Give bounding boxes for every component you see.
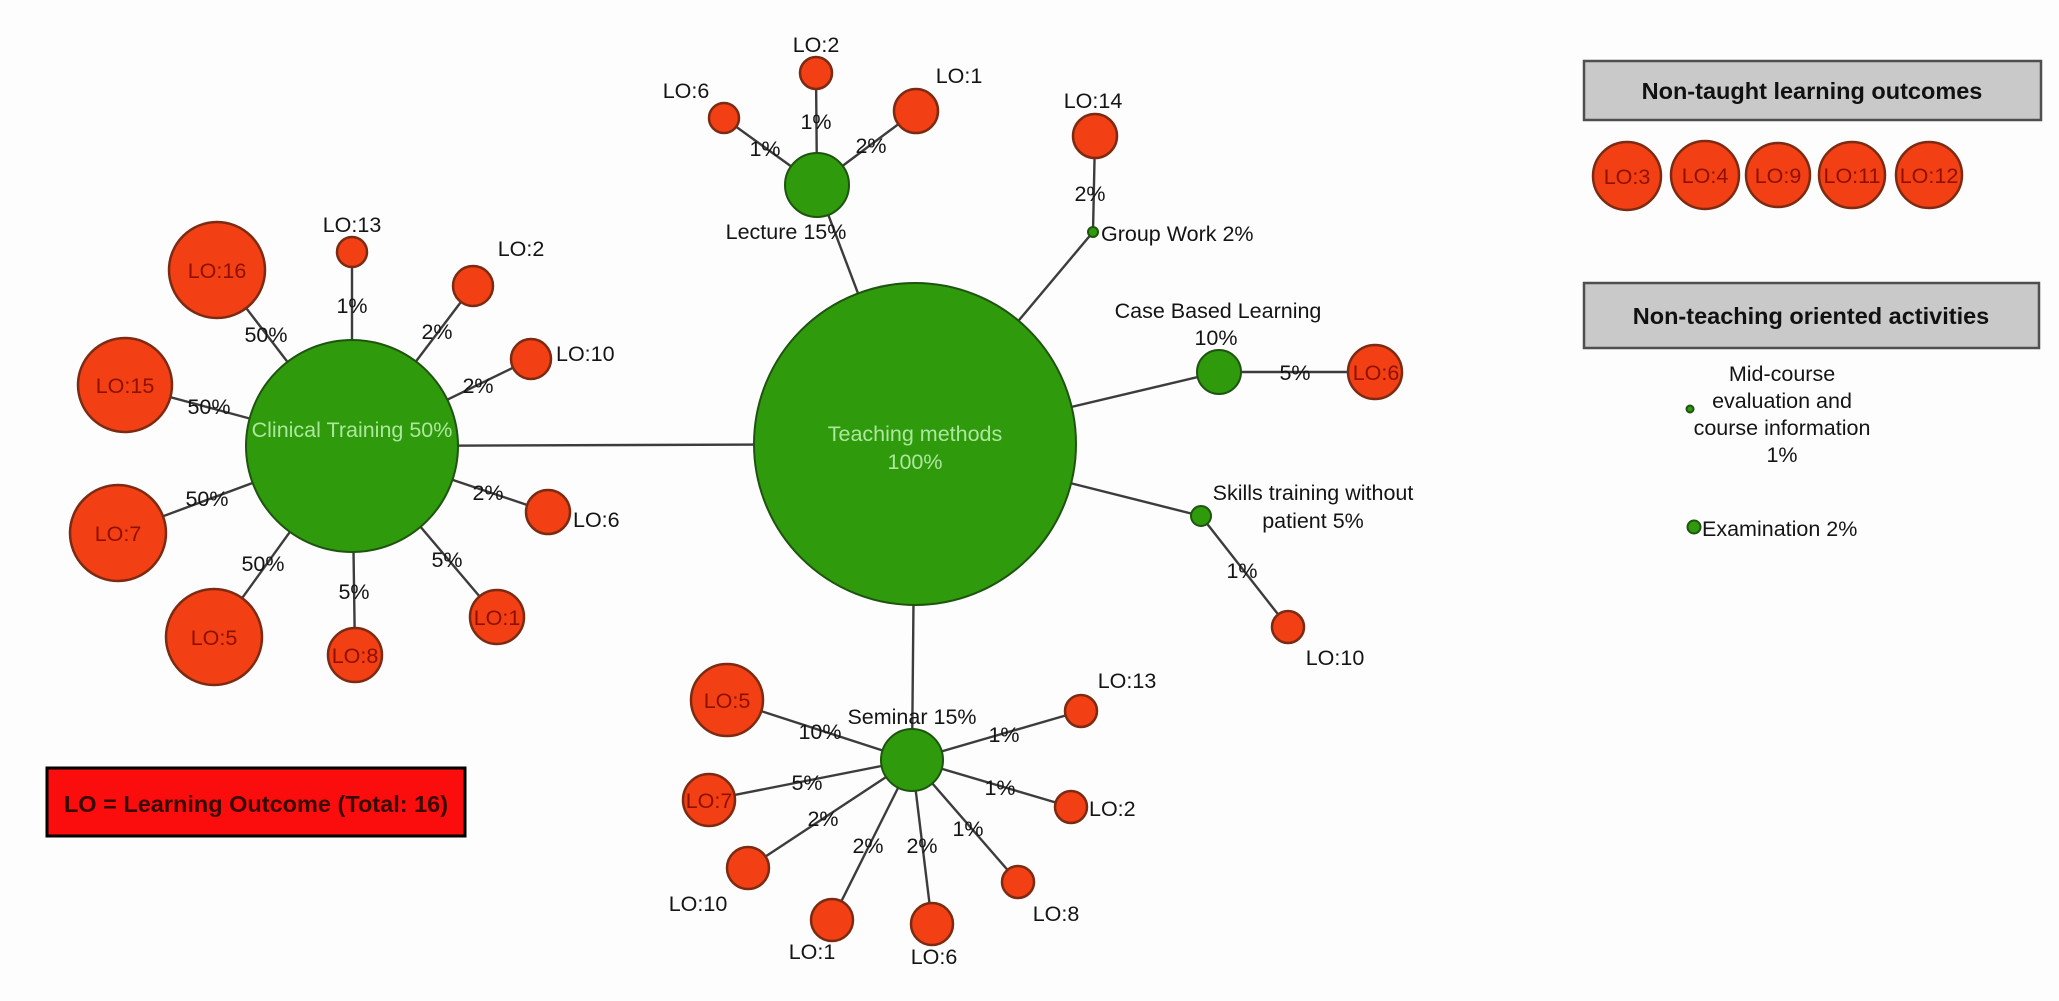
svg-text:LO:2: LO:2 — [498, 237, 545, 261]
svg-text:LO:5: LO:5 — [704, 689, 751, 713]
svg-text:LO:14: LO:14 — [1064, 89, 1123, 113]
svg-text:Non-teaching oriented activiti: Non-teaching oriented activities — [1633, 303, 1989, 329]
svg-text:evaluation and: evaluation and — [1712, 389, 1852, 413]
svg-text:LO:1: LO:1 — [789, 940, 836, 964]
svg-text:5%: 5% — [431, 548, 462, 572]
svg-text:2%: 2% — [852, 834, 883, 858]
svg-text:LO:12: LO:12 — [1900, 164, 1959, 188]
svg-text:Group Work 2%: Group Work 2% — [1101, 222, 1254, 246]
svg-text:2%: 2% — [421, 320, 452, 344]
svg-text:5%: 5% — [338, 580, 369, 604]
svg-text:LO:8: LO:8 — [332, 644, 379, 668]
svg-text:Case Based Learning: Case Based Learning — [1115, 299, 1322, 323]
svg-text:1%: 1% — [336, 294, 367, 318]
svg-text:Examination 2%: Examination 2% — [1702, 517, 1857, 541]
svg-text:LO:1: LO:1 — [936, 64, 983, 88]
svg-text:course information: course information — [1694, 416, 1871, 440]
svg-text:50%: 50% — [187, 395, 230, 419]
svg-text:LO:6: LO:6 — [1353, 361, 1400, 385]
svg-text:Skills training without: Skills training without — [1213, 481, 1414, 505]
svg-text:2%: 2% — [462, 374, 493, 398]
svg-text:LO = Learning Outcome (Total:: LO = Learning Outcome (Total: 16) — [64, 791, 448, 817]
svg-text:LO:15: LO:15 — [96, 374, 155, 398]
svg-text:50%: 50% — [185, 487, 228, 511]
svg-text:LO:7: LO:7 — [95, 522, 142, 546]
svg-text:LO:1: LO:1 — [474, 606, 521, 630]
svg-text:50%: 50% — [244, 323, 287, 347]
svg-text:10%: 10% — [1194, 326, 1237, 350]
svg-text:LO:8: LO:8 — [1033, 902, 1080, 926]
svg-text:LO:9: LO:9 — [1755, 164, 1802, 188]
svg-text:2%: 2% — [906, 834, 937, 858]
svg-text:LO:10: LO:10 — [1306, 646, 1365, 670]
svg-text:LO:5: LO:5 — [191, 626, 238, 650]
svg-text:1%: 1% — [984, 776, 1015, 800]
svg-text:LO:2: LO:2 — [793, 33, 840, 57]
svg-text:5%: 5% — [791, 771, 822, 795]
svg-text:LO:16: LO:16 — [188, 259, 247, 283]
svg-text:1%: 1% — [1766, 443, 1797, 467]
svg-text:LO:6: LO:6 — [663, 79, 710, 103]
svg-text:patient 5%: patient 5% — [1262, 509, 1364, 533]
svg-text:Lecture 15%: Lecture 15% — [726, 220, 847, 244]
svg-text:LO:7: LO:7 — [686, 789, 733, 813]
svg-text:1%: 1% — [749, 137, 780, 161]
svg-text:Seminar 15%: Seminar 15% — [847, 705, 976, 729]
svg-text:LO:11: LO:11 — [1824, 164, 1881, 188]
svg-text:50%: 50% — [241, 552, 284, 576]
svg-text:Teaching methods: Teaching methods — [828, 422, 1003, 446]
svg-text:LO:10: LO:10 — [669, 892, 728, 916]
svg-text:1%: 1% — [1226, 559, 1257, 583]
svg-text:LO:10: LO:10 — [556, 342, 615, 366]
svg-text:1%: 1% — [800, 110, 831, 134]
svg-text:2%: 2% — [472, 481, 503, 505]
svg-text:LO:3: LO:3 — [1604, 165, 1651, 189]
svg-text:Mid-course: Mid-course — [1729, 362, 1835, 386]
svg-text:10%: 10% — [798, 720, 841, 744]
svg-text:Clinical Training 50%: Clinical Training 50% — [252, 418, 453, 442]
svg-text:2%: 2% — [855, 134, 886, 158]
svg-text:Non-taught learning outcomes: Non-taught learning outcomes — [1642, 78, 1983, 104]
svg-text:1%: 1% — [988, 723, 1019, 747]
svg-text:LO:6: LO:6 — [573, 508, 620, 532]
svg-text:LO:6: LO:6 — [911, 945, 958, 969]
svg-text:2%: 2% — [807, 807, 838, 831]
svg-text:LO:13: LO:13 — [1098, 669, 1157, 693]
svg-text:2%: 2% — [1074, 182, 1105, 206]
svg-text:LO:2: LO:2 — [1089, 797, 1136, 821]
svg-text:1%: 1% — [952, 817, 983, 841]
svg-text:LO:13: LO:13 — [323, 213, 382, 237]
svg-text:100%: 100% — [888, 450, 943, 474]
svg-text:5%: 5% — [1279, 361, 1310, 385]
svg-text:LO:4: LO:4 — [1682, 164, 1729, 188]
